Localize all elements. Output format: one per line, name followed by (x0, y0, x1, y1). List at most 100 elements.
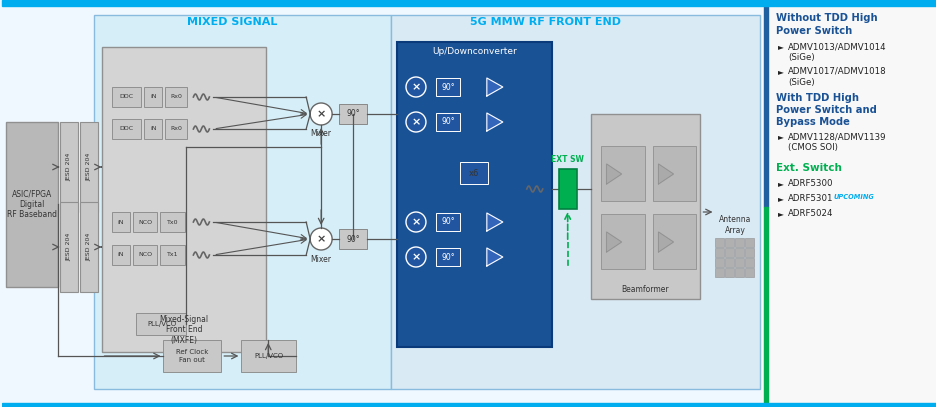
Text: ADRF5024: ADRF5024 (788, 209, 834, 218)
Bar (765, 207, 768, 403)
Text: 90°: 90° (441, 217, 455, 227)
Bar (164, 340, 221, 372)
Text: iN: iN (117, 252, 124, 258)
Text: DDC: DDC (120, 127, 134, 131)
Bar (436, 113, 460, 131)
Text: Without TDD High: Without TDD High (776, 13, 878, 23)
Bar (745, 238, 754, 247)
Text: ►: ► (779, 67, 784, 76)
Bar (725, 238, 735, 247)
Text: 5G MMW RF FRONT END: 5G MMW RF FRONT END (470, 17, 622, 27)
Text: Beamformer: Beamformer (622, 284, 669, 293)
Bar (94, 15, 391, 389)
Text: Mixer: Mixer (311, 129, 331, 138)
Text: JESD 204: JESD 204 (86, 153, 91, 181)
Text: PLL/VCO: PLL/VCO (255, 353, 284, 359)
Text: ×: × (316, 109, 326, 119)
Bar (601, 146, 645, 201)
Bar (559, 169, 577, 209)
Text: Tx1: Tx1 (168, 252, 179, 258)
Bar (80, 202, 97, 292)
Bar (60, 202, 78, 292)
Bar (339, 229, 367, 249)
Bar (715, 238, 724, 247)
Bar (137, 313, 186, 335)
Bar (102, 47, 266, 352)
Text: Ref Clock
Fan out: Ref Clock Fan out (176, 350, 209, 363)
Text: JESD 204: JESD 204 (66, 153, 71, 181)
Text: MIXED SIGNAL: MIXED SIGNAL (187, 17, 277, 27)
Bar (397, 42, 551, 347)
Text: JESD 204: JESD 204 (86, 233, 91, 261)
Text: Rx0: Rx0 (170, 94, 183, 99)
Bar (745, 258, 754, 267)
Text: iN: iN (150, 127, 156, 131)
Polygon shape (607, 232, 622, 252)
Bar (160, 245, 185, 265)
Text: Power Switch and: Power Switch and (776, 105, 877, 115)
Text: PLL/VCO: PLL/VCO (147, 321, 176, 327)
Bar (745, 248, 754, 257)
Bar (166, 119, 187, 139)
Bar (391, 15, 760, 389)
Text: 90°: 90° (441, 118, 455, 127)
Text: Antenna
Array: Antenna Array (719, 215, 752, 235)
Polygon shape (487, 248, 503, 266)
Text: ADRF5301: ADRF5301 (788, 194, 834, 203)
Bar (80, 122, 97, 212)
Text: 90°: 90° (346, 109, 360, 118)
Bar (111, 87, 141, 107)
Bar (715, 248, 724, 257)
Bar (652, 146, 696, 201)
Text: 90°: 90° (346, 234, 360, 243)
Bar (591, 114, 700, 299)
Bar (725, 258, 735, 267)
Bar (725, 268, 735, 277)
Text: iN: iN (117, 219, 124, 225)
Bar (736, 248, 744, 257)
Text: ►: ► (779, 209, 784, 218)
Bar (745, 268, 754, 277)
Circle shape (406, 112, 426, 132)
Bar (111, 212, 129, 232)
Circle shape (406, 247, 426, 267)
Circle shape (310, 103, 332, 125)
Text: 90°: 90° (441, 252, 455, 262)
Bar (2, 0, 936, 6)
Bar (111, 245, 129, 265)
Text: Rx0: Rx0 (170, 127, 183, 131)
Bar (144, 87, 163, 107)
Bar (715, 258, 724, 267)
Circle shape (406, 77, 426, 97)
Text: (SiGe): (SiGe) (788, 78, 815, 87)
Text: ×: × (411, 82, 420, 92)
Text: EXT SW: EXT SW (551, 155, 584, 164)
Bar (736, 238, 744, 247)
Bar (715, 268, 724, 277)
Bar (241, 340, 296, 372)
Text: Mixer: Mixer (311, 254, 331, 263)
Text: 90°: 90° (441, 83, 455, 92)
Polygon shape (659, 232, 674, 252)
Bar (436, 213, 460, 231)
Text: Up/Downconverter: Up/Downconverter (432, 48, 517, 57)
Bar (133, 245, 157, 265)
Bar (736, 268, 744, 277)
Bar (652, 214, 696, 269)
Bar (725, 248, 735, 257)
Text: iN: iN (150, 94, 156, 99)
Bar (60, 122, 78, 212)
Text: ADMV1017/ADMV1018: ADMV1017/ADMV1018 (788, 67, 887, 76)
Text: ►: ► (779, 179, 784, 188)
Bar (339, 104, 367, 124)
Polygon shape (487, 213, 503, 231)
Bar (144, 119, 163, 139)
Text: ×: × (411, 117, 420, 127)
Bar (4, 6, 760, 403)
Polygon shape (487, 113, 503, 131)
Text: ASIC/FPGA
Digital
RF Baseband: ASIC/FPGA Digital RF Baseband (7, 190, 57, 219)
Text: NCO: NCO (138, 252, 152, 258)
Bar (736, 258, 744, 267)
Bar (111, 119, 141, 139)
Text: Bypass Mode: Bypass Mode (776, 117, 850, 127)
